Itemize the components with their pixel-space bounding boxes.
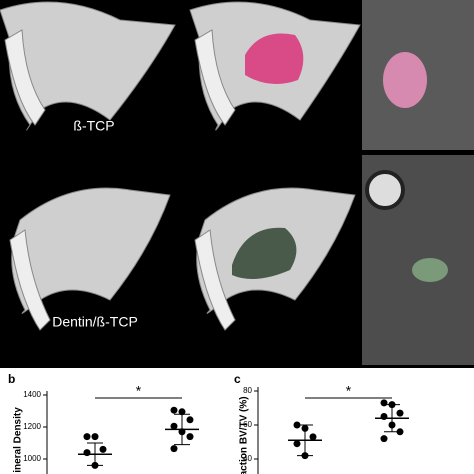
data-point	[293, 440, 301, 448]
y-axis-label: ineral Density	[13, 407, 24, 473]
y-tick-label: 60	[243, 420, 252, 429]
data-point	[83, 433, 91, 441]
data-point	[91, 433, 99, 441]
y-tick-label: 40	[243, 454, 252, 463]
y-tick-label: 1400	[23, 390, 41, 399]
data-point	[83, 449, 91, 457]
data-point	[309, 433, 317, 441]
bone-graft	[232, 227, 297, 279]
data-point	[178, 408, 186, 416]
y-tick-label: 1000	[23, 454, 41, 463]
data-point	[380, 435, 388, 443]
data-point	[170, 422, 178, 430]
data-point	[396, 428, 404, 436]
data-point	[293, 421, 301, 429]
data-point	[388, 421, 396, 429]
data-point	[170, 406, 178, 414]
significance-mark: *	[346, 383, 352, 399]
data-point	[186, 416, 194, 424]
y-tick-label: 1200	[23, 422, 41, 431]
data-point	[170, 445, 178, 453]
data-point	[91, 461, 99, 469]
y-tick-label: 80	[243, 386, 252, 395]
panel-label: b	[8, 372, 15, 386]
panel-label: c	[234, 372, 241, 386]
data-point	[380, 413, 388, 420]
y-axis-label: fraction BV/TV (%)	[239, 396, 250, 474]
data-point	[301, 424, 309, 432]
significance-mark: *	[136, 383, 142, 399]
data-point	[186, 433, 194, 441]
ct-slice-graft	[383, 52, 427, 108]
ct-slice-tooth	[365, 170, 405, 210]
data-point	[388, 401, 396, 409]
image-label: ß-TCP	[73, 118, 114, 134]
ct-slice-graft	[412, 258, 448, 282]
data-point	[178, 428, 186, 436]
data-point	[99, 445, 107, 453]
data-point	[396, 409, 404, 417]
data-point	[380, 399, 388, 407]
data-point	[301, 452, 309, 460]
image-label: Dentin/ß-TCP	[52, 314, 138, 330]
bone-graft	[245, 33, 304, 84]
